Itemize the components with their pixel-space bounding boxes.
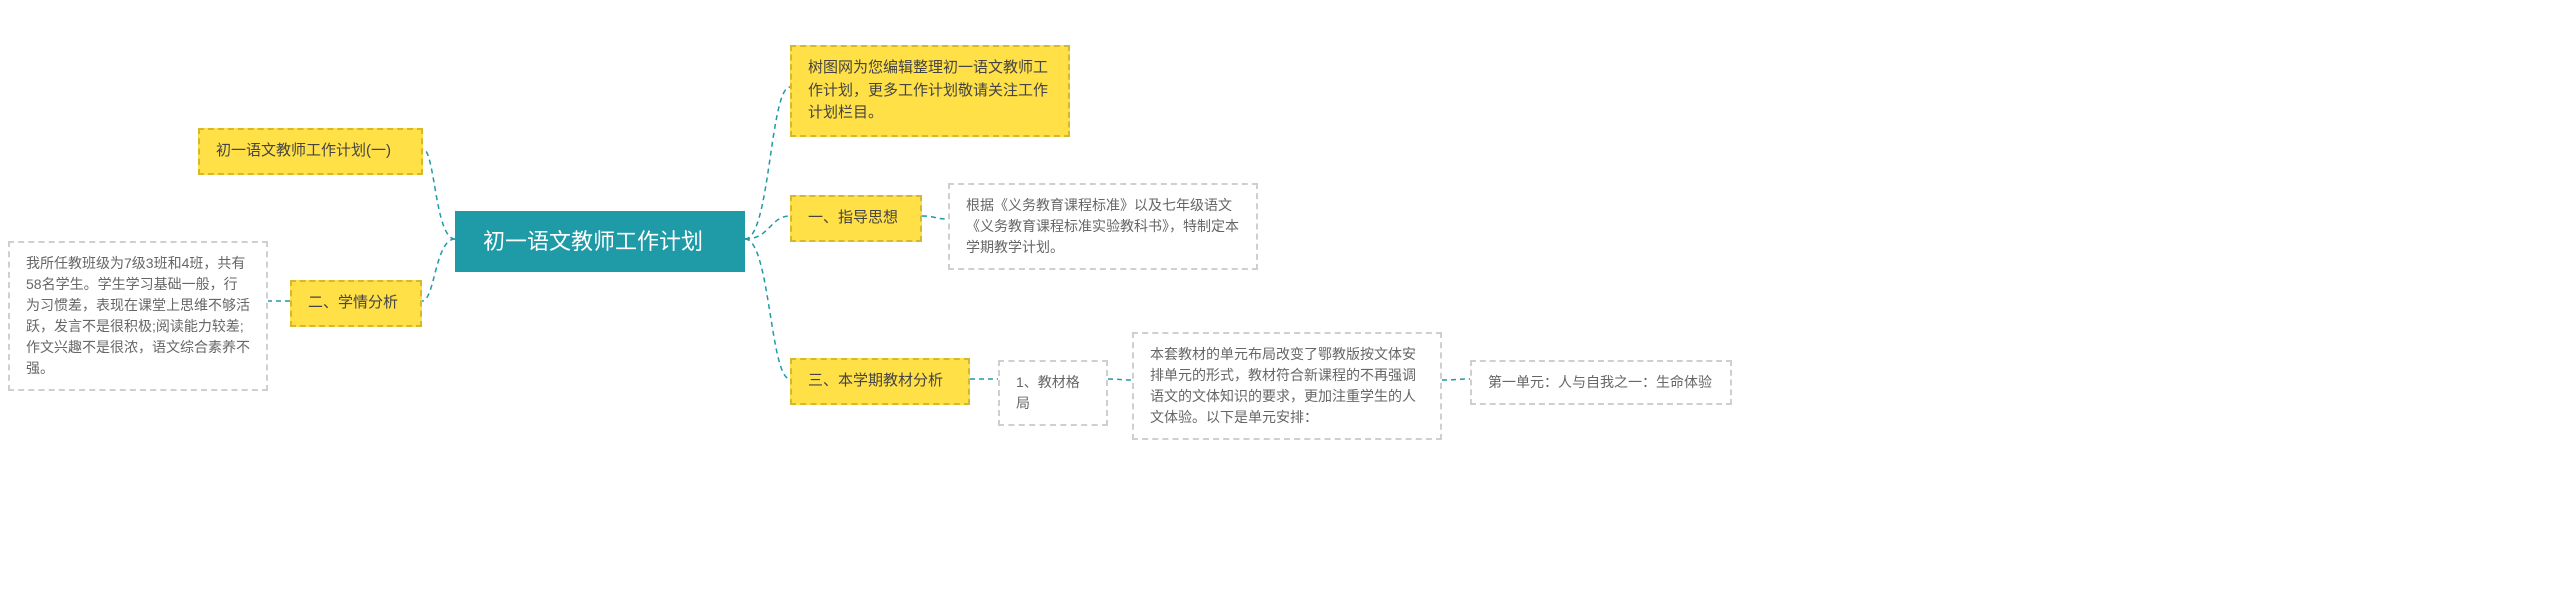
connector — [422, 239, 455, 301]
leaf-student-detail: 我所任教班级为7级3班和4班，共有58名学生。学生学习基础一般，行为习惯差，表现… — [8, 241, 268, 391]
root-node: 初一语文教师工作计划 — [455, 211, 745, 272]
connector — [922, 216, 948, 219]
connector — [423, 149, 455, 239]
branch-plan-1: 初一语文教师工作计划(一) — [198, 128, 423, 175]
leaf-textbook-detail: 本套教材的单元布局改变了鄂教版按文体安排单元的形式，教材符合新课程的不再强调语文… — [1132, 332, 1442, 440]
branch-intro: 树图网为您编辑整理初一语文教师工作计划，更多工作计划敬请关注工作计划栏目。 — [790, 45, 1070, 137]
leaf-guiding-detail: 根据《义务教育课程标准》以及七年级语文《义务教育课程标准实验教科书》，特制定本学… — [948, 183, 1258, 270]
connector — [1442, 379, 1470, 380]
branch-textbook-analysis: 三、本学期教材分析 — [790, 358, 970, 405]
connector — [745, 239, 790, 379]
branch-student-analysis: 二、学情分析 — [290, 280, 422, 327]
connector — [745, 87, 790, 239]
connector — [1108, 379, 1132, 380]
connector — [745, 216, 790, 239]
leaf-unit-1: 第一单元：人与自我之一：生命体验 — [1470, 360, 1732, 405]
leaf-textbook-layout: 1、教材格局 — [998, 360, 1108, 426]
branch-guiding-thought: 一、指导思想 — [790, 195, 922, 242]
